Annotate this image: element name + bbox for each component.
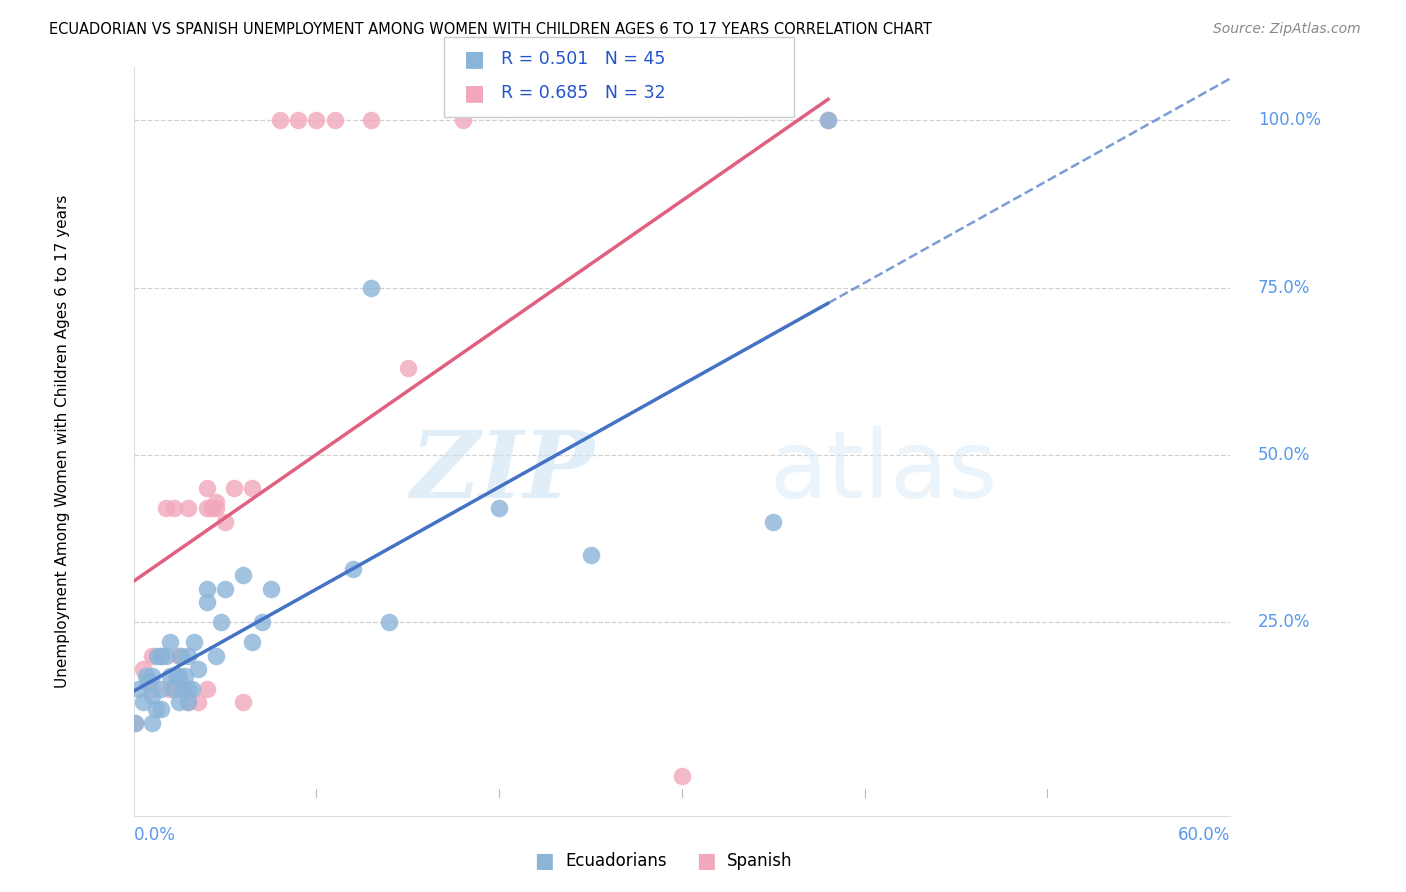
Point <box>214 582 236 596</box>
Point <box>378 615 401 630</box>
Point <box>195 682 218 697</box>
Point <box>146 648 169 663</box>
Text: Ecuadorians: Ecuadorians <box>565 852 666 870</box>
Point <box>205 494 228 508</box>
Point <box>165 669 187 683</box>
Text: ■: ■ <box>696 851 716 871</box>
Point <box>195 582 218 596</box>
Point <box>360 113 382 128</box>
Text: ■: ■ <box>464 83 485 103</box>
Point <box>128 682 150 697</box>
Point <box>170 648 193 663</box>
Text: 75.0%: 75.0% <box>1258 278 1310 297</box>
Point <box>250 615 273 630</box>
Text: Unemployment Among Women with Children Ages 6 to 17 years: Unemployment Among Women with Children A… <box>55 194 70 689</box>
Point <box>155 501 177 516</box>
Text: 25.0%: 25.0% <box>1258 613 1310 632</box>
Point <box>186 662 209 676</box>
Point <box>141 682 163 697</box>
Point <box>242 482 264 496</box>
Text: R = 0.501   N = 45: R = 0.501 N = 45 <box>501 50 665 68</box>
Point <box>671 769 693 783</box>
Point <box>579 548 602 563</box>
Point <box>287 113 309 128</box>
Point <box>124 715 146 730</box>
Point <box>195 501 218 516</box>
Point <box>762 515 785 529</box>
Point <box>159 635 181 649</box>
Point <box>209 615 232 630</box>
Text: 0.0%: 0.0% <box>134 826 176 844</box>
Point <box>205 648 228 663</box>
Point <box>132 696 155 710</box>
Text: Spanish: Spanish <box>727 852 793 870</box>
Point <box>177 682 200 697</box>
Text: 60.0%: 60.0% <box>1178 826 1230 844</box>
Point <box>201 501 224 516</box>
Point <box>136 675 159 690</box>
Point <box>169 648 191 663</box>
Point <box>141 715 163 730</box>
Text: Source: ZipAtlas.com: Source: ZipAtlas.com <box>1213 22 1361 37</box>
Point <box>205 501 228 516</box>
Point <box>232 696 254 710</box>
Point <box>323 113 346 128</box>
Point <box>169 696 191 710</box>
Point <box>159 669 181 683</box>
Point <box>177 648 200 663</box>
Point <box>396 361 419 376</box>
Point <box>163 501 186 516</box>
Point <box>488 501 510 516</box>
Point <box>141 689 163 703</box>
Point <box>150 682 172 697</box>
Point <box>451 113 474 128</box>
Text: ■: ■ <box>534 851 554 871</box>
Point <box>183 635 205 649</box>
Point <box>132 662 155 676</box>
Point <box>124 715 146 730</box>
Point <box>150 648 172 663</box>
Text: ZIP: ZIP <box>411 426 595 516</box>
Point <box>173 669 195 683</box>
Text: atlas: atlas <box>769 425 998 517</box>
Text: 50.0%: 50.0% <box>1258 446 1310 464</box>
Point <box>214 515 236 529</box>
Point <box>222 482 246 496</box>
Point <box>141 669 163 683</box>
Point <box>177 696 200 710</box>
Point <box>169 669 191 683</box>
Text: R = 0.685   N = 32: R = 0.685 N = 32 <box>501 84 665 102</box>
Text: ■: ■ <box>464 49 485 69</box>
Point <box>141 648 163 663</box>
Point <box>817 113 839 128</box>
Point <box>342 562 364 576</box>
Point <box>177 696 200 710</box>
Point <box>135 669 157 683</box>
Point <box>172 682 194 697</box>
Point <box>242 635 264 649</box>
Point <box>181 682 204 697</box>
Text: 100.0%: 100.0% <box>1258 112 1320 129</box>
Point <box>145 702 167 716</box>
Point <box>305 113 328 128</box>
Point <box>195 595 218 609</box>
Point <box>155 648 177 663</box>
Point <box>169 682 191 697</box>
Point <box>177 501 200 516</box>
Point <box>259 582 281 596</box>
Text: ECUADORIAN VS SPANISH UNEMPLOYMENT AMONG WOMEN WITH CHILDREN AGES 6 TO 17 YEARS : ECUADORIAN VS SPANISH UNEMPLOYMENT AMONG… <box>49 22 932 37</box>
Point <box>150 702 172 716</box>
Point <box>186 696 209 710</box>
Point <box>817 113 839 128</box>
Point <box>163 682 186 697</box>
Point <box>360 281 382 295</box>
Point <box>159 682 181 697</box>
Point <box>195 482 218 496</box>
Point <box>232 568 254 582</box>
Point <box>150 648 172 663</box>
Point <box>269 113 291 128</box>
